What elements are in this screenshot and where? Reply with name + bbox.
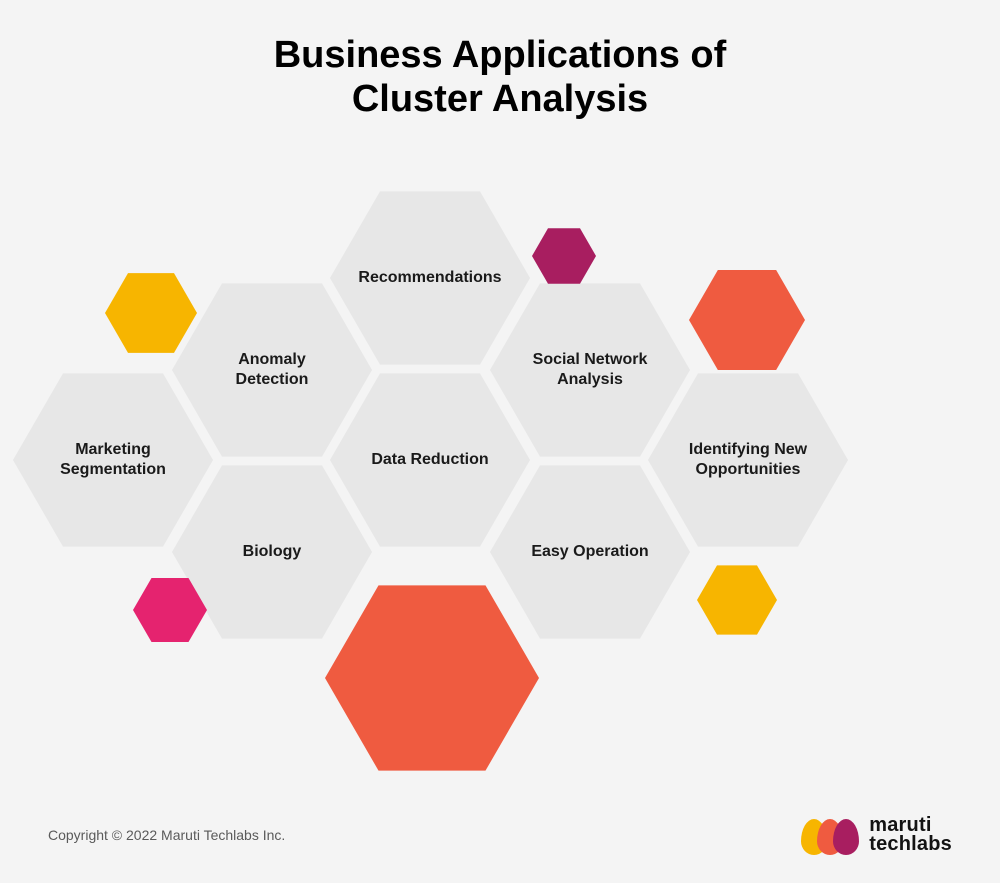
hex-label-easy-operation: Easy Operation xyxy=(503,542,676,562)
hex-label-marketing-segmentation: Marketing Segmentation xyxy=(13,440,213,480)
title-line-2: Cluster Analysis xyxy=(352,78,648,120)
hex-label-anomaly-detection: Anomaly Detection xyxy=(172,350,372,390)
copyright-text: Copyright © 2022 Maruti Techlabs Inc. xyxy=(48,827,285,843)
brand-logo: maruti techlabs xyxy=(801,815,952,855)
page-title: Business Applications of Cluster Analysi… xyxy=(0,34,1000,121)
brand-drop-icon xyxy=(833,819,859,855)
brand-line-2: techlabs xyxy=(869,835,952,854)
hex-identifying-new-opportunities: Identifying New Opportunities xyxy=(648,373,848,546)
hex-label-social-network-analysis: Social Network Analysis xyxy=(490,350,690,390)
hex-accent-yellow-br xyxy=(697,565,777,634)
footer: Copyright © 2022 Maruti Techlabs Inc. ma… xyxy=(48,813,952,857)
hex-anomaly-detection: Anomaly Detection xyxy=(172,283,372,456)
brand-text: maruti techlabs xyxy=(869,816,952,854)
brand-mark-icon xyxy=(801,815,859,855)
hex-label-identifying-new-opportunities: Identifying New Opportunities xyxy=(648,440,848,480)
hex-data-reduction: Data Reduction xyxy=(330,373,530,546)
hex-label-biology: Biology xyxy=(215,542,330,562)
hex-accent-orange-big xyxy=(325,585,539,770)
hex-recommendations: Recommendations xyxy=(330,191,530,364)
hex-label-data-reduction: Data Reduction xyxy=(343,450,516,470)
infographic-canvas: Business Applications of Cluster Analysi… xyxy=(0,0,1000,883)
title-line-1: Business Applications of xyxy=(274,34,727,76)
hex-easy-operation: Easy Operation xyxy=(490,465,690,638)
hex-marketing-segmentation: Marketing Segmentation xyxy=(13,373,213,546)
hex-accent-orange-tr xyxy=(689,270,805,370)
hex-accent-yellow-tl xyxy=(105,273,197,353)
hex-accent-purple-top xyxy=(532,228,596,283)
hex-label-recommendations: Recommendations xyxy=(330,268,529,288)
hex-social-network-analysis: Social Network Analysis xyxy=(490,283,690,456)
